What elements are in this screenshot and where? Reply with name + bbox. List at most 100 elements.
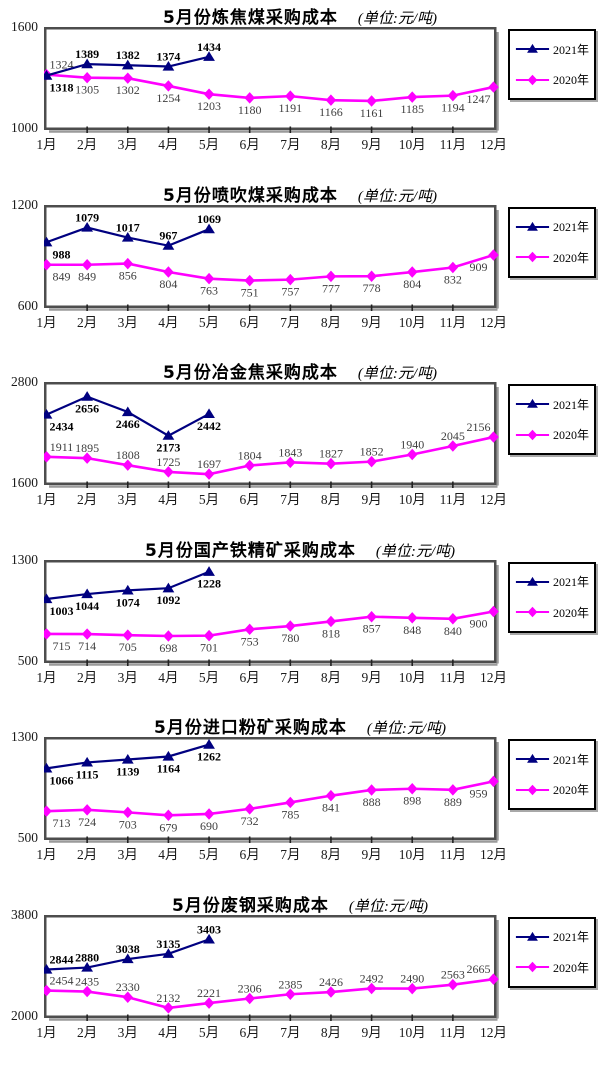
diamond-marker-icon [325,789,337,802]
triangle-marker-icon [81,221,94,232]
series-line-y2020 [46,73,494,103]
data-label-y2020: 2385 [278,977,302,991]
diamond-marker-icon [285,988,296,1000]
x-axis-label: 9月 [361,314,382,330]
triangle-marker-icon [162,430,175,440]
data-label-y2020: 832 [444,272,462,286]
data-label-y2020: 2045 [441,429,465,443]
triangle-marker-icon [81,391,94,401]
x-axis-label: 8月 [320,492,342,507]
legend: 2021年 2020年 [508,206,596,278]
legend: 2021年 2020年 [508,916,596,988]
triangle-legend-marker-icon [515,44,550,54]
diamond-marker-icon [488,972,499,985]
x-axis-label: 4月 [158,137,179,152]
data-label-y2021: 2434 [50,420,74,434]
y-axis-max-label: 1600 [11,19,38,34]
data-label-y2020: 785 [281,807,299,821]
diamond-marker-icon [406,265,418,278]
x-axis-label: 1月 [36,492,57,507]
x-axis-label: 4月 [158,492,179,507]
chart-title-row: 5月份喷吹煤采购成本 (单位:元/吨) [0,181,600,206]
diamond-marker-icon [44,258,52,270]
y-axis-max-label: 1300 [11,729,38,744]
diamond-marker-icon [163,809,174,822]
data-label-y2020: 724 [78,815,96,829]
x-axis-label: 9月 [361,137,382,152]
diamond-marker-icon [285,456,296,469]
data-label-y2020: 1194 [441,101,465,115]
diamond-marker-icon [325,985,337,998]
chart-coking-coal-cost: 5月份炼焦煤采购成本 (单位:元/吨) 1600 1000 1324 1305 13… [0,0,600,178]
x-axis-label: 12月 [480,847,507,862]
diamond-marker-icon [244,274,255,286]
x-axis-labels: 1月 2月 3月 4月 5月 6月 7月 8月 9月 10月 11月 12月 [0,311,600,330]
diamond-marker-icon [447,89,459,102]
x-axis-label: 4月 [158,669,179,685]
x-axis-label: 4月 [158,314,179,330]
legend-label: 2020年 [552,605,589,620]
chart-unit-label: (单位:元/吨) [348,898,428,915]
legend: 2021年 2020年 [508,561,596,633]
legend-label: 2020年 [552,960,589,975]
plot-area: 2454 2435 2330 2132 2221 2306 2385 2426 2492 2490… [44,914,499,1021]
data-label-y2020: 690 [200,819,218,833]
diamond-marker-icon [244,459,255,472]
diamond-marker-icon [325,615,337,627]
x-axis-label: 4月 [158,847,179,862]
y-axis-max-label: 1200 [11,196,38,212]
data-label-y2021: 1003 [50,604,74,618]
legend-item: 2021年 [515,928,589,945]
data-label-y2020: 804 [403,277,421,291]
data-label-y2021: 1074 [116,595,140,609]
diamond-marker-icon [325,457,337,470]
data-label-y2020: 753 [241,634,259,648]
x-axis-label: 9月 [361,669,382,685]
legend-item: 2021年 [515,41,589,58]
data-label-y2021: 1044 [75,599,99,613]
x-axis-label: 6月 [239,669,260,685]
diamond-marker-icon [285,796,296,809]
triangle-marker-icon [203,223,215,233]
x-axis-label: 6月 [239,847,260,862]
diamond-marker-icon [366,784,377,796]
chart-title-row: 5月份冶金焦采购成本 (单位:元/吨) [0,358,600,383]
x-axis-label: 5月 [198,314,220,330]
triangle-marker-icon [162,947,175,958]
triangle-marker-icon [121,59,134,70]
chart-title: 5月份进口粉矿采购成本 [154,718,347,738]
diamond-marker-icon [122,990,134,1003]
triangle-marker-icon [44,409,53,419]
y-axis-min-label: 1600 [11,475,38,490]
data-label-y2021: 1318 [50,81,74,95]
data-label-y2020: 705 [119,640,137,654]
y-axis-min-label: 1000 [11,120,38,135]
data-label-y2021: 2656 [75,402,99,416]
data-label-y2020: 703 [119,817,137,831]
triangle-marker-icon [44,236,53,246]
triangle-marker-icon [121,406,134,417]
x-axis-label: 8月 [320,1024,342,1040]
data-label-y2020: 757 [281,284,299,298]
data-label-y2020: 780 [281,631,299,645]
x-axis-label: 2月 [77,669,98,685]
plot-frame [44,559,497,663]
plot-area: 713 724 703 679 690 732 785 841 888 898 889 959 1066… [44,737,499,843]
diamond-marker-icon [44,984,52,996]
x-axis-label: 10月 [398,137,426,152]
diamond-marker-icon [81,71,93,84]
x-axis-label: 12月 [480,137,507,152]
triangle-marker-icon [121,753,134,764]
x-axis-label: 9月 [361,492,382,507]
legend-label: 2021年 [552,42,589,57]
chart-title: 5月份冶金焦采购成本 [163,363,338,383]
triangle-legend-marker-icon [515,754,550,764]
data-label-y2020: 763 [200,283,218,297]
chart-title: 5月份国产铁精矿采购成本 [145,540,356,561]
data-label-y2020: 1808 [116,448,140,462]
data-label-y2020: 1166 [319,105,343,119]
x-axis-label: 2月 [77,1024,98,1040]
diamond-marker-icon [325,270,337,282]
data-label-y2020: 2563 [441,967,465,981]
x-axis-label: 11月 [439,1024,467,1040]
